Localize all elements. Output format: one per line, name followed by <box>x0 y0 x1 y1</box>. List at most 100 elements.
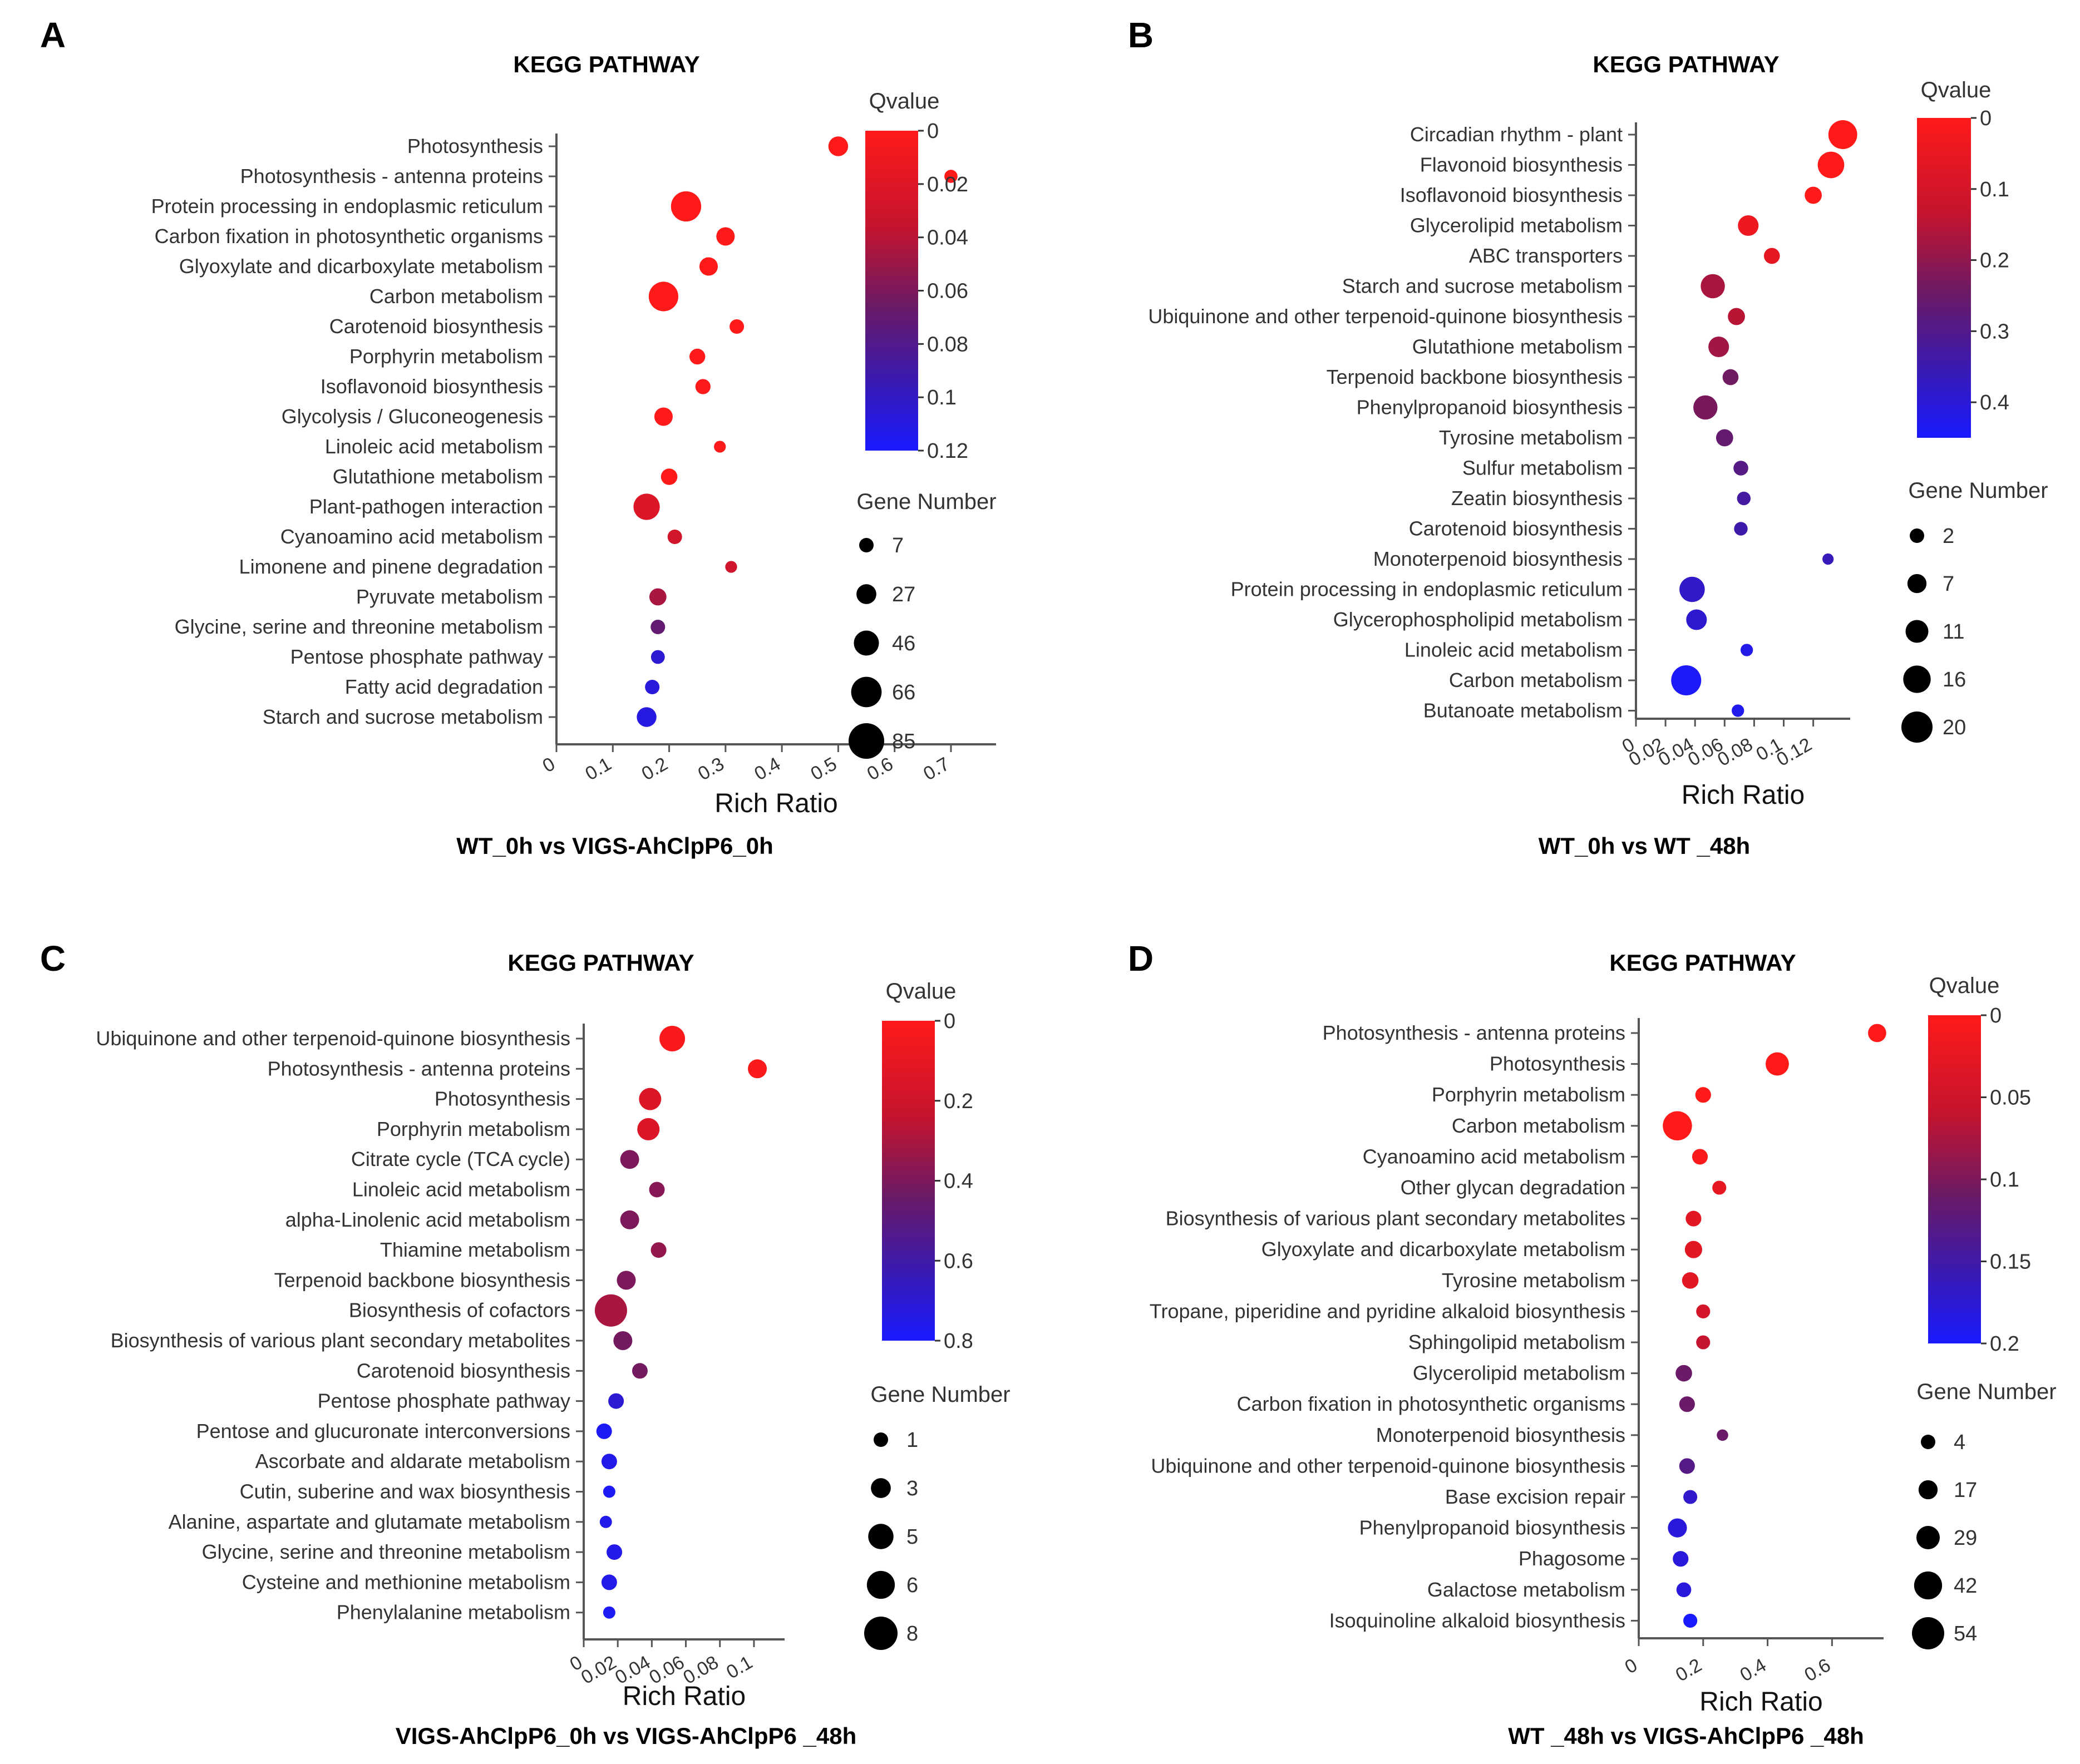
data-point <box>944 170 958 183</box>
x-axis-label: Rich Ratio <box>1699 1687 1822 1717</box>
chart-title: KEGG PATHWAY <box>513 51 699 77</box>
size-legend-dot <box>871 1478 891 1498</box>
data-point <box>594 1294 627 1327</box>
colorbar-tick-label: 0.2 <box>944 1090 973 1113</box>
colorbar-tick-label: 0.6 <box>944 1249 973 1273</box>
pathway-label: Photosynthesis <box>407 135 543 157</box>
data-point <box>667 529 682 545</box>
panel-d: D KEGG PATHWAY WT _48h vs VIGS-AhClpP6 _48… <box>1128 938 2057 1749</box>
size-legend-label: 1 <box>906 1429 918 1452</box>
colorbar-tick-label: 0.1 <box>1980 178 2009 201</box>
pathway-label: Photosynthesis - antenna proteins <box>268 1057 570 1080</box>
pathway-label: Ubiquinone and other terpenoid-quinone b… <box>1148 305 1623 328</box>
data-point <box>1828 120 1857 149</box>
pathway-label: Butanoate metabolism <box>1423 699 1623 722</box>
data-point <box>1695 1087 1711 1103</box>
size-legend-title: Gene Number <box>1916 1380 2056 1404</box>
chart-subtitle: VIGS-AhClpP6_0h vs VIGS-AhClpP6 _48h <box>396 1723 857 1749</box>
pathway-label: Phenylalanine metabolism <box>337 1601 570 1624</box>
data-point <box>1722 369 1739 386</box>
pathway-label: Monoterpenoid biosynthesis <box>1373 547 1623 570</box>
data-point <box>1712 1180 1727 1195</box>
size-legend-label: 27 <box>892 583 915 606</box>
data-point <box>1763 248 1780 264</box>
pathway-label: Glutathione metabolism <box>333 465 543 488</box>
pathway-label: Linoleic acid metabolism <box>325 435 543 458</box>
data-point <box>714 441 726 453</box>
pathway-label: Linoleic acid metabolism <box>1404 639 1623 661</box>
pathway-label: Glycolysis / Gluconeogenesis <box>282 405 543 428</box>
size-legend-label: 29 <box>1954 1526 1977 1550</box>
colorbar-tick-label: 0.12 <box>927 439 968 463</box>
colorbar-title: Qvalue <box>886 979 957 1004</box>
size-legend-dot <box>1901 711 1933 743</box>
size-legend-label: 42 <box>1954 1574 1977 1598</box>
size-legend-label: 20 <box>1943 716 1966 739</box>
data-point <box>748 1059 767 1079</box>
size-legend-label: 5 <box>906 1525 918 1549</box>
data-point <box>730 319 745 334</box>
size-legend-title: Gene Number <box>1908 478 2048 503</box>
pathway-label: Starch and sucrose metabolism <box>1342 275 1623 298</box>
pathway-label: Pentose phosphate pathway <box>318 1390 570 1412</box>
pathway-label: Isoflavonoid biosynthesis <box>321 375 543 398</box>
pathway-label: Tyrosine metabolism <box>1439 426 1623 449</box>
data-point <box>650 650 665 664</box>
chart-title: KEGG PATHWAY <box>507 950 694 976</box>
pathway-label: Phenylpropanoid biosynthesis <box>1357 396 1623 419</box>
colorbar-tick-label: 0 <box>927 120 939 143</box>
size-legend-label: 11 <box>1943 620 1964 644</box>
x-axis-label: Rich Ratio <box>623 1682 746 1711</box>
pathway-label: Isoflavonoid biosynthesis <box>1400 184 1623 206</box>
data-point <box>1716 429 1733 447</box>
pathway-label: Monoterpenoid biosynthesis <box>1376 1424 1625 1446</box>
size-legend-title: Gene Number <box>870 1382 1010 1407</box>
pathway-label: Glycine, serine and threonine metabolism <box>175 615 543 638</box>
size-legend-title: Gene Number <box>856 490 996 514</box>
pathway-label: alpha-Linolenic acid metabolism <box>285 1208 570 1231</box>
x-axis-label: Rich Ratio <box>1682 780 1805 810</box>
colorbar-tick-label: 0.08 <box>927 333 968 356</box>
data-point <box>1822 553 1834 565</box>
data-point <box>596 1423 612 1439</box>
size-legend-dot <box>1912 1617 1944 1649</box>
size-legend-dot <box>1910 528 1924 543</box>
pathway-label: Fatty acid degradation <box>345 675 543 698</box>
pathway-label: Pentose phosphate pathway <box>290 645 543 668</box>
data-point <box>1737 491 1751 506</box>
size-legend-label: 17 <box>1954 1479 1977 1502</box>
x-axis-label: Rich Ratio <box>714 789 837 818</box>
pathway-label: Carbon metabolism <box>369 285 543 308</box>
chart-title: KEGG PATHWAY <box>1609 950 1796 976</box>
data-point <box>648 281 679 312</box>
size-legend-dot <box>856 584 876 604</box>
size-legend-dot <box>868 1524 894 1549</box>
pathway-label: Sulfur metabolism <box>1462 457 1623 480</box>
data-point <box>1682 1272 1699 1289</box>
pathway-label: Carotenoid biosynthesis <box>1409 517 1623 540</box>
data-point <box>654 407 673 426</box>
pathway-label: Photosynthesis <box>435 1088 570 1110</box>
size-legend-dot <box>854 630 879 656</box>
colorbar-tick-label: 0.2 <box>1980 249 2009 273</box>
pathway-label: Linoleic acid metabolism <box>352 1178 570 1201</box>
data-point <box>603 1606 615 1619</box>
size-legend-dot <box>1914 1571 1943 1600</box>
size-legend-dot <box>859 538 874 552</box>
data-point <box>1673 1551 1689 1567</box>
data-point <box>1708 336 1729 358</box>
pathway-label: Porphyrin metabolism <box>377 1118 570 1140</box>
colorbar-tick-label: 0.06 <box>927 280 968 303</box>
colorbar-tick-label: 0.2 <box>1990 1332 2019 1356</box>
data-point <box>1683 1613 1698 1628</box>
pathway-label: Limonene and pinene degradation <box>239 555 543 578</box>
pathway-label: Pentose and glucuronate interconversions <box>196 1420 570 1442</box>
size-legend-label: 4 <box>1954 1431 1965 1454</box>
pathway-label: Alanine, aspartate and glutamate metabol… <box>169 1510 570 1533</box>
colorbar-tick-label: 0 <box>1990 1004 2002 1027</box>
data-point <box>1766 1052 1789 1076</box>
size-legend-label: 7 <box>1943 572 1954 596</box>
pathway-label: Cysteine and methionine metabolism <box>242 1570 570 1593</box>
pathway-label: Glycerophospholipid metabolism <box>1333 608 1623 631</box>
